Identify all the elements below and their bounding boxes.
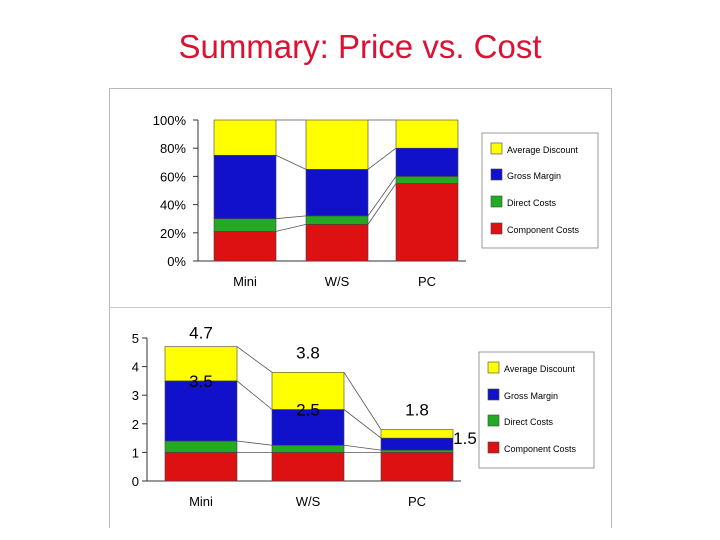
connector-line	[343, 444, 382, 451]
y-tick-label: 4	[132, 360, 139, 375]
y-tick-label: 100%	[153, 113, 187, 128]
page-title: Summary: Price vs. Cost	[178, 28, 542, 65]
bar-segment-pc-1	[395, 183, 459, 262]
bar-segment-ws-1	[271, 452, 345, 482]
connector-line	[236, 380, 273, 410]
chart-1	[193, 119, 599, 262]
bar-segment-pc-4	[395, 119, 459, 149]
chart-2	[142, 337, 595, 482]
bar-segment-mini-4	[213, 119, 277, 156]
chart-frame	[109, 88, 612, 528]
x-tick-label: PC	[418, 274, 436, 289]
legend-label: Average Discount	[507, 145, 578, 155]
y-tick-label: 0	[132, 474, 139, 489]
bar-segment-mini-3	[213, 154, 277, 220]
y-tick-label: 40%	[160, 198, 186, 213]
legend-swatch	[487, 441, 500, 454]
y-tick-label: 20%	[160, 226, 186, 241]
legend-label: Gross Margin	[507, 171, 561, 181]
legend-label: Component Costs	[507, 225, 580, 235]
bar-segment-ws-4	[305, 119, 369, 170]
bar-segment-pc-2	[380, 449, 454, 453]
y-tick-label: 5	[132, 331, 139, 346]
bar-segment-pc-3	[380, 437, 454, 451]
bar-segment-mini-1	[213, 231, 277, 262]
connector-line	[343, 372, 382, 430]
bar-segment-ws-2	[271, 444, 345, 453]
bar-segment-mini-4	[164, 346, 238, 382]
data-label: 1.8	[405, 401, 429, 420]
data-label: 2.5	[296, 401, 320, 420]
bar-segment-mini-1	[164, 452, 238, 482]
bar-segment-pc-1	[380, 452, 454, 482]
legend-label: Average Discount	[504, 364, 575, 374]
connector-line	[367, 176, 397, 217]
connector-line	[275, 223, 307, 232]
bar-segment-mini-2	[164, 440, 238, 453]
legend-swatch	[490, 222, 503, 235]
data-label: 1.5	[453, 429, 477, 448]
y-tick-label: 0%	[167, 254, 186, 269]
bar-segment-pc-3	[395, 147, 459, 177]
connector-line	[236, 440, 273, 446]
bar-segment-ws-1	[305, 224, 369, 262]
connector-line	[236, 346, 273, 373]
bar-segment-ws-4	[271, 372, 345, 410]
data-label: 3.8	[296, 343, 320, 362]
legend-label: Component Costs	[504, 444, 577, 454]
x-tick-label: PC	[408, 494, 426, 509]
legend-label: Direct Costs	[507, 198, 557, 208]
legend-swatch	[490, 168, 503, 181]
bar-segment-pc-4	[380, 429, 454, 439]
x-tick-label: W/S	[325, 274, 350, 289]
x-tick-label: Mini	[189, 494, 213, 509]
bar-segment-ws-2	[305, 215, 369, 225]
y-tick-label: 1	[132, 445, 139, 460]
chart-divider	[109, 307, 612, 308]
y-tick-label: 60%	[160, 169, 186, 184]
y-tick-label: 80%	[160, 141, 186, 156]
bar-segment-ws-3	[271, 409, 345, 446]
y-tick-label: 2	[132, 417, 139, 432]
connector-line	[367, 147, 397, 170]
x-tick-label: Mini	[233, 274, 257, 289]
bar-segment-ws-3	[305, 169, 369, 217]
legend-label: Gross Margin	[504, 391, 558, 401]
legend-swatch	[490, 142, 503, 155]
legend-label: Direct Costs	[504, 417, 554, 427]
connector-line	[367, 183, 397, 225]
connector-line	[275, 215, 307, 220]
bar-segment-mini-2	[213, 218, 277, 232]
legend-swatch	[487, 361, 500, 374]
y-tick-label: 3	[132, 388, 139, 403]
connector-line	[275, 154, 307, 170]
connector-line	[343, 409, 382, 439]
bar-segment-pc-2	[395, 176, 459, 184]
legend-swatch	[490, 195, 503, 208]
data-label: 3.5	[189, 372, 213, 391]
x-tick-label: W/S	[296, 494, 321, 509]
legend-swatch	[487, 414, 500, 427]
data-label: 4.7	[189, 324, 213, 343]
legend-swatch	[487, 388, 500, 401]
